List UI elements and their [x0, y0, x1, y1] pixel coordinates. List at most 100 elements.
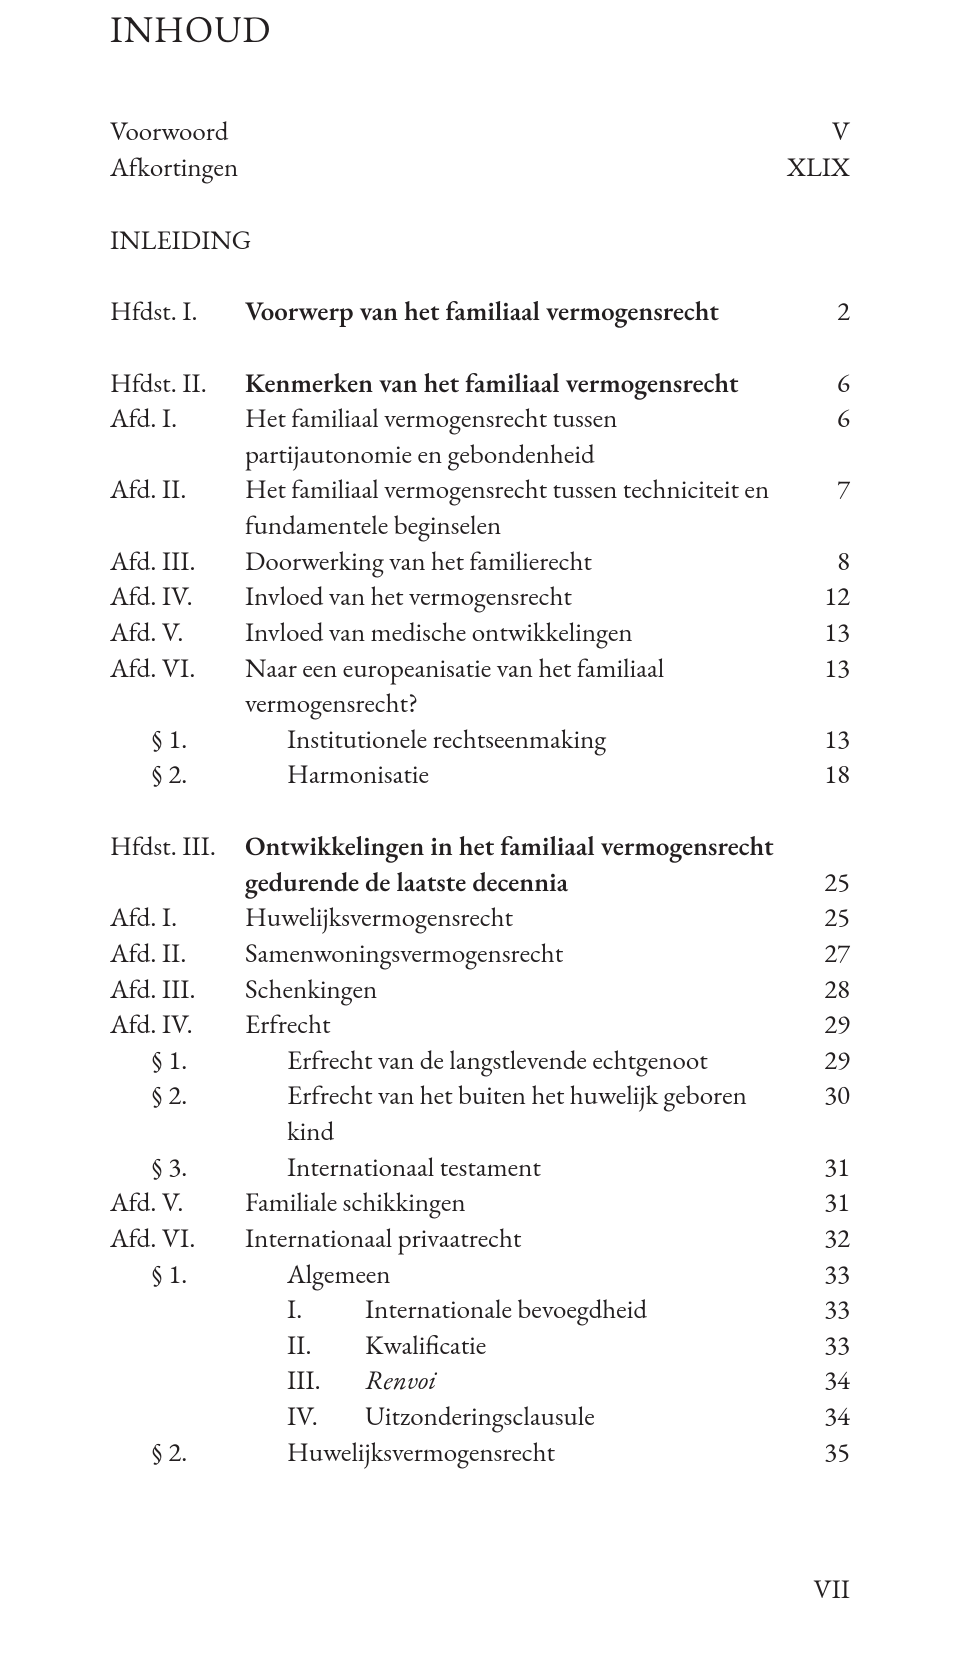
row-page: 35	[800, 1435, 850, 1471]
row-label: Hfdst. III.	[110, 829, 245, 865]
row-text: Erfrecht	[245, 1007, 800, 1043]
row-text: Samenwoningsvermogensrecht	[245, 936, 800, 972]
row-label: Afd. I.	[110, 401, 245, 437]
row-text: Internationaal testament	[287, 1150, 800, 1186]
toc-row: § 1.Institutionele rechtseenmaking13	[110, 722, 850, 758]
row-text: Renvoi	[365, 1363, 800, 1399]
row-text: gedurende de laatste decennia	[245, 865, 800, 901]
toc-row: Afd. I.Het familiaal vermogensrecht tuss…	[110, 401, 850, 472]
toc-row: § 2.Huwelijksvermogensrecht35	[110, 1435, 850, 1471]
row-text: Internationale bevoegdheid	[365, 1292, 800, 1328]
row-page: 33	[800, 1328, 850, 1364]
page-title: INHOUD	[110, 6, 850, 54]
section-heading: INLEIDING	[110, 223, 850, 258]
row-text: Invloed van medische ontwikkelingen	[245, 615, 800, 651]
row-label: § 2.	[110, 1435, 287, 1471]
row-text: Kwalificatie	[365, 1328, 800, 1364]
row-text: Institutionele rechtseenmaking	[287, 722, 800, 758]
row-label: Afd. VI.	[110, 651, 245, 687]
footer-page-number: VII	[813, 1572, 850, 1607]
toc-row: Afd. II.Het familiaal vermogensrecht tus…	[110, 472, 850, 543]
row-page: 25	[800, 900, 850, 936]
row-page: 7	[800, 472, 850, 508]
row-page: 27	[800, 936, 850, 972]
toc-row: Afd. I.Huwelijksvermogensrecht25	[110, 900, 850, 936]
row-text: Kenmerken van het familiaal vermogensrec…	[245, 366, 800, 402]
row-text: Erfrecht van de langstlevende echtgenoot	[287, 1043, 800, 1079]
front-label: Voorwoord	[110, 114, 228, 150]
front-row: Afkortingen XLIX	[110, 150, 850, 186]
row-page: 31	[800, 1150, 850, 1186]
front-page: XLIX	[787, 150, 850, 186]
row-text: Invloed van het vermogensrecht	[245, 579, 800, 615]
row-text: Huwelijksvermogensrecht	[287, 1435, 800, 1471]
toc-row: Afd. VI.Naar een europeanisatie van het …	[110, 651, 850, 722]
toc-row: Afd. III.Schenkingen28	[110, 972, 850, 1008]
toc-row: Afd. V.Familiale schikkingen31	[110, 1185, 850, 1221]
row-page: 13	[800, 651, 850, 687]
row-page: 25	[800, 865, 850, 901]
row-page: 2	[800, 294, 850, 330]
toc-row: § 3.Internationaal testament31	[110, 1150, 850, 1186]
row-text: Het familiaal vermogensrecht tussen tech…	[245, 472, 800, 543]
front-matter: Voorwoord V Afkortingen XLIX	[110, 114, 850, 187]
row-label: § 1.	[110, 1257, 287, 1293]
row-page: 29	[800, 1043, 850, 1079]
row-label: Hfdst. II.	[110, 366, 245, 402]
row-page: 30	[800, 1078, 850, 1114]
row-label: I.	[110, 1292, 365, 1328]
page: INHOUD Voorwoord V Afkortingen XLIX INLE…	[0, 6, 960, 1657]
toc-row: III.Renvoi34	[110, 1363, 850, 1399]
row-page: 6	[800, 366, 850, 402]
row-text: Internationaal privaatrecht	[245, 1221, 800, 1257]
row-label: II.	[110, 1328, 365, 1364]
row-label: § 1.	[110, 1043, 287, 1079]
row-page: 29	[800, 1007, 850, 1043]
toc-row: Afd. V.Invloed van medische ontwikkeling…	[110, 615, 850, 651]
chapter-block: Hfdst. III. Ontwikkelingen in het famili…	[110, 829, 850, 1470]
front-row: Voorwoord V	[110, 114, 850, 150]
row-label: Afd. IV.	[110, 1007, 245, 1043]
row-label: Afd. V.	[110, 1185, 245, 1221]
row-page: 13	[800, 615, 850, 651]
row-page: 18	[800, 757, 850, 793]
toc-row: Afd. III.Doorwerking van het familierech…	[110, 544, 850, 580]
toc-row: I.Internationale bevoegdheid33	[110, 1292, 850, 1328]
toc-row: § 1.Algemeen33	[110, 1257, 850, 1293]
row-page: 6	[800, 401, 850, 437]
front-label: Afkortingen	[110, 150, 238, 186]
row-label: § 1.	[110, 722, 287, 758]
row-text: Huwelijksvermogensrecht	[245, 900, 800, 936]
toc-row: Hfdst. I. Voorwerp van het familiaal ver…	[110, 294, 850, 330]
row-label: § 2.	[110, 757, 287, 793]
row-text: Harmonisatie	[287, 757, 800, 793]
row-text: Familiale schikkingen	[245, 1185, 800, 1221]
row-text: Erfrecht van het buiten het huwelijk geb…	[287, 1078, 800, 1149]
toc-row: Hfdst. II.Kenmerken van het familiaal ve…	[110, 366, 850, 402]
toc-row: § 2.Erfrecht van het buiten het huwelijk…	[110, 1078, 850, 1149]
row-page: 31	[800, 1185, 850, 1221]
row-text: Uitzonderingsclausule	[365, 1399, 800, 1435]
row-text: Naar een europeanisatie van het familiaa…	[245, 651, 800, 722]
row-label: Afd. II.	[110, 936, 245, 972]
row-label: Afd. IV.	[110, 579, 245, 615]
toc-row: Afd. II.Samenwoningsvermogensrecht27	[110, 936, 850, 972]
front-page: V	[832, 114, 850, 150]
toc-row: Hfdst. III. Ontwikkelingen in het famili…	[110, 829, 850, 865]
chapter-block: Hfdst. II.Kenmerken van het familiaal ve…	[110, 366, 850, 794]
row-page: 8	[800, 544, 850, 580]
row-page: 33	[800, 1292, 850, 1328]
row-text: Voorwerp van het familiaal vermogensrech…	[245, 294, 800, 330]
toc-row: § 2.Harmonisatie18	[110, 757, 850, 793]
row-page: 34	[800, 1399, 850, 1435]
row-text: Doorwerking van het familierecht	[245, 544, 800, 580]
row-label: Afd. VI.	[110, 1221, 245, 1257]
toc-row: Afd. VI.Internationaal privaatrecht32	[110, 1221, 850, 1257]
toc-row: II.Kwalificatie33	[110, 1328, 850, 1364]
toc-row: Afd. IV.Erfrecht29	[110, 1007, 850, 1043]
row-label: Hfdst. I.	[110, 294, 245, 330]
toc-row: IV.Uitzonderingsclausule34	[110, 1399, 850, 1435]
row-page: 28	[800, 972, 850, 1008]
toc-row: Afd. IV.Invloed van het vermogensrecht12	[110, 579, 850, 615]
row-label: § 2.	[110, 1078, 287, 1114]
